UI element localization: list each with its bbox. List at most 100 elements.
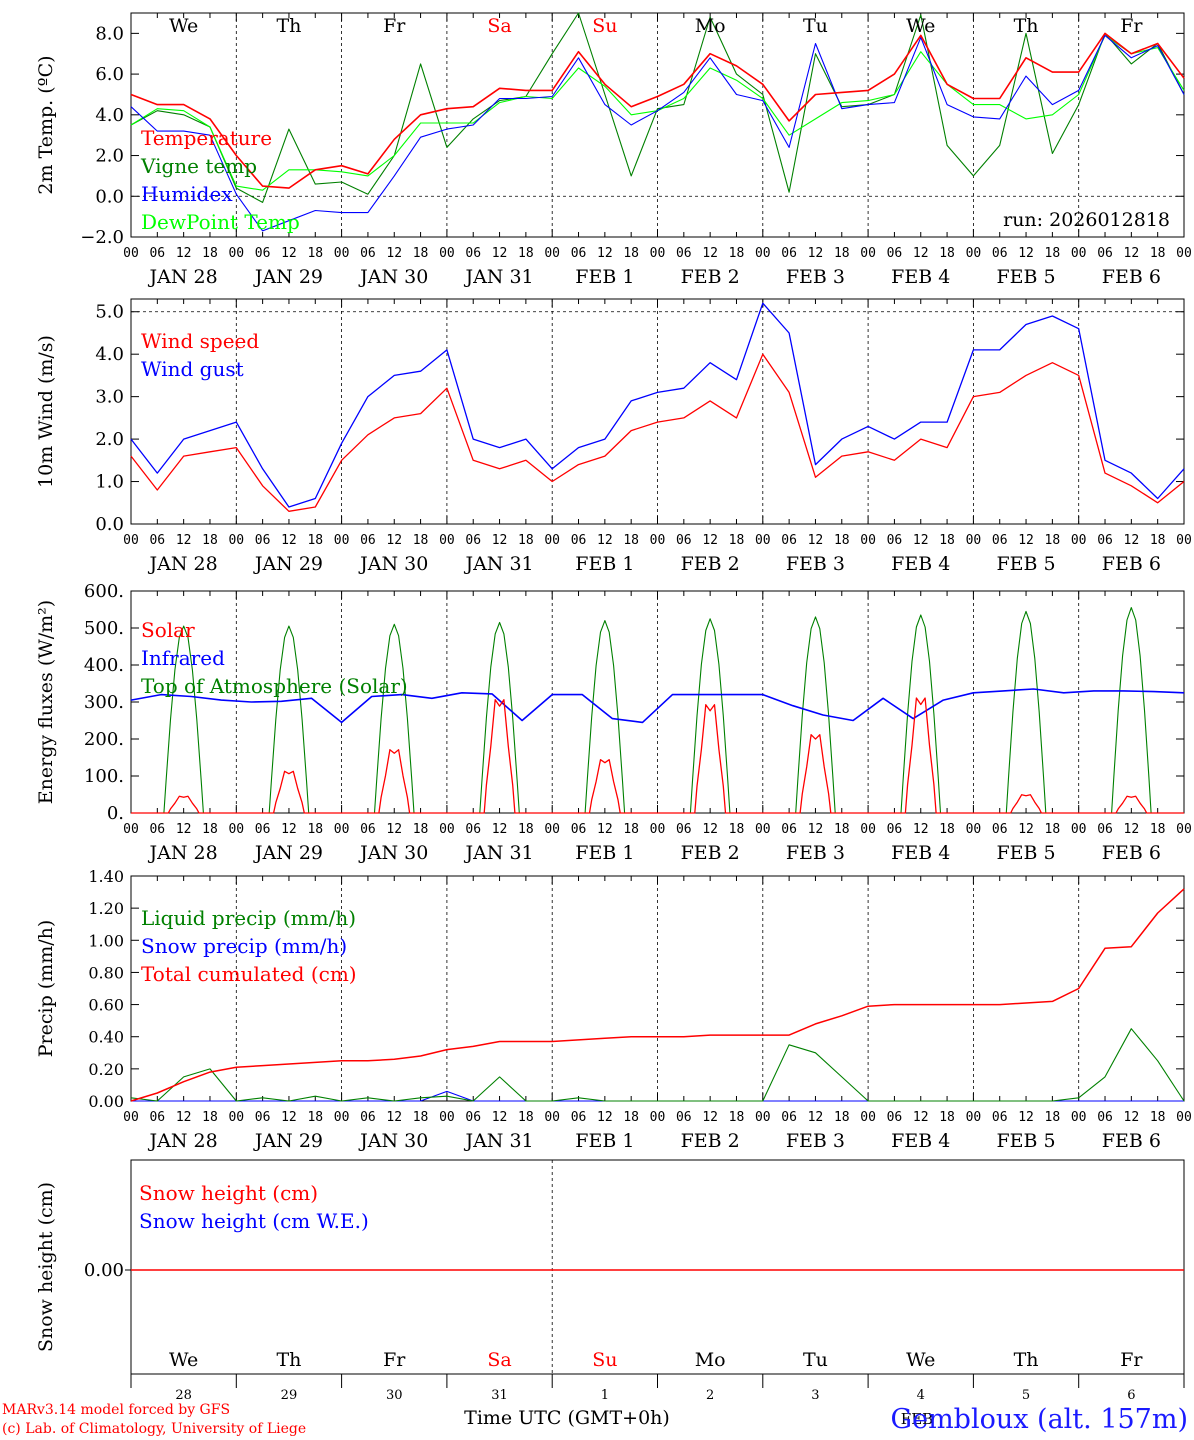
series-line-humidex bbox=[130, 34, 1185, 232]
weekday-label: We bbox=[906, 1349, 935, 1371]
y-tick-label: 8.0 bbox=[95, 23, 124, 44]
date-label: FEB 2 bbox=[681, 553, 740, 575]
y-axis-label: Snow height (cm) bbox=[35, 1182, 57, 1352]
y-axis-label: Energy fluxes (W/m²) bbox=[35, 600, 57, 804]
hour-tick-label: 06 bbox=[571, 1110, 587, 1125]
hour-tick-label: 00 bbox=[755, 246, 771, 261]
legend-entry: Snow precip (mm/h) bbox=[141, 934, 347, 958]
hour-tick-label: 12 bbox=[386, 1110, 402, 1125]
date-label: FEB 4 bbox=[891, 266, 950, 288]
hour-tick-label: 06 bbox=[360, 246, 376, 261]
hour-tick-label: 18 bbox=[729, 533, 745, 548]
date-label: FEB 4 bbox=[891, 842, 950, 864]
hour-tick-label: 12 bbox=[597, 246, 613, 261]
weekday-label: Su bbox=[592, 15, 617, 37]
hour-tick-label: 06 bbox=[571, 822, 587, 837]
hour-tick-label: 06 bbox=[571, 533, 587, 548]
weekday-label: Fr bbox=[1120, 1349, 1143, 1371]
hour-tick-label: 00 bbox=[1071, 533, 1087, 548]
hour-tick-label: 00 bbox=[755, 1110, 771, 1125]
date-label: JAN 28 bbox=[148, 266, 218, 288]
hour-tick-label: 12 bbox=[808, 533, 824, 548]
weekday-label: Fr bbox=[1120, 15, 1143, 37]
run-annotation: run: 2026012818 bbox=[1003, 209, 1170, 231]
hour-tick-label: 00 bbox=[1071, 1110, 1087, 1125]
series-line-temperature bbox=[130, 32, 1185, 189]
hour-tick-label: 18 bbox=[834, 533, 850, 548]
y-tick-label: 200. bbox=[84, 729, 124, 750]
hour-tick-label: 06 bbox=[149, 533, 165, 548]
hour-tick-label: 06 bbox=[887, 246, 903, 261]
weekday-label: Su bbox=[592, 1349, 617, 1371]
hour-tick-label: 00 bbox=[439, 1110, 455, 1125]
hour-tick-label: 18 bbox=[1045, 1110, 1061, 1125]
hour-tick-label: 18 bbox=[729, 822, 745, 837]
weekday-label: Th bbox=[276, 1349, 301, 1371]
hour-tick-label: 06 bbox=[360, 1110, 376, 1125]
legend-entry: Wind gust bbox=[141, 357, 244, 381]
y-axis-label: 2m Temp. (ºC) bbox=[35, 55, 57, 194]
hour-tick-label: 06 bbox=[887, 822, 903, 837]
hour-tick-label: 12 bbox=[386, 533, 402, 548]
hour-tick-label: 00 bbox=[544, 246, 560, 261]
hour-tick-label: 12 bbox=[176, 246, 192, 261]
temperature-panel: 00 06 12 18 00 06 12 18 00 06 12 18 00 06 12 18 00 06 12 18… bbox=[35, 12, 1192, 288]
legend-entry: Wind speed bbox=[141, 329, 259, 353]
hour-tick-label: 18 bbox=[307, 533, 323, 548]
date-label: JAN 30 bbox=[358, 266, 428, 288]
hour-tick-label: 00 bbox=[334, 1110, 350, 1125]
hour-tick-label: 00 bbox=[228, 533, 244, 548]
hour-tick-label: 12 bbox=[913, 1110, 929, 1125]
weekday-label: Tu bbox=[803, 15, 828, 37]
hour-tick-label: 18 bbox=[202, 1110, 218, 1125]
date-label: FEB 3 bbox=[786, 1130, 845, 1152]
weekday-label: Th bbox=[276, 15, 301, 37]
day-number-label: 3 bbox=[811, 1388, 819, 1403]
date-label: FEB 6 bbox=[1102, 842, 1161, 864]
hour-tick-label: 12 bbox=[492, 1110, 508, 1125]
energy-flux-panel: 00 06 12 18 00 06 12 18 00 06 12 18 00 06 12 18 00 06 12 18… bbox=[35, 581, 1192, 864]
hour-tick-label: 12 bbox=[1018, 1110, 1034, 1125]
date-label: FEB 3 bbox=[786, 553, 845, 575]
hour-tick-label: 00 bbox=[334, 246, 350, 261]
y-axis-label: 10m Wind (m/s) bbox=[35, 335, 57, 488]
series-line-total-cumulated-cm- bbox=[130, 888, 1185, 1102]
hour-tick-label: 00 bbox=[228, 822, 244, 837]
hour-tick-label: 12 bbox=[808, 822, 824, 837]
hour-tick-label: 06 bbox=[1097, 533, 1113, 548]
hour-tick-label: 18 bbox=[413, 246, 429, 261]
hour-tick-label: 00 bbox=[966, 1110, 982, 1125]
y-tick-label: 1.20 bbox=[88, 899, 124, 918]
y-tick-label: 0.0 bbox=[95, 514, 124, 535]
hour-tick-label: 18 bbox=[307, 1110, 323, 1125]
hour-tick-label: 00 bbox=[860, 1110, 876, 1125]
weekday-label: Sa bbox=[487, 1349, 511, 1371]
hour-tick-label: 06 bbox=[781, 1110, 797, 1125]
hour-tick-label: 12 bbox=[281, 822, 297, 837]
hour-tick-label: 18 bbox=[623, 533, 639, 548]
hour-tick-label: 18 bbox=[307, 246, 323, 261]
hour-tick-label: 06 bbox=[255, 533, 271, 548]
hour-tick-label: 00 bbox=[1071, 246, 1087, 261]
hour-tick-label: 12 bbox=[1018, 822, 1034, 837]
hour-tick-label: 06 bbox=[676, 533, 692, 548]
hour-tick-label: 00 bbox=[544, 822, 560, 837]
day-number-label: 4 bbox=[917, 1388, 925, 1403]
y-tick-label: 0.60 bbox=[88, 996, 124, 1015]
series-line-liquid-precip-mm-h- bbox=[130, 1028, 1185, 1102]
hour-tick-label: 12 bbox=[913, 822, 929, 837]
hour-tick-label: 00 bbox=[1071, 822, 1087, 837]
hour-tick-label: 06 bbox=[255, 246, 271, 261]
y-axis-label: Precip (mm/h) bbox=[35, 920, 57, 1058]
hour-tick-label: 06 bbox=[255, 1110, 271, 1125]
legend-entry: Humidex bbox=[141, 182, 233, 206]
date-label: JAN 29 bbox=[253, 266, 323, 288]
hour-tick-label: 06 bbox=[676, 822, 692, 837]
hour-tick-label: 06 bbox=[887, 533, 903, 548]
hour-tick-label: 12 bbox=[386, 246, 402, 261]
y-tick-label: 100. bbox=[84, 766, 124, 787]
hour-tick-label: 00 bbox=[755, 822, 771, 837]
y-tick-label: 4.0 bbox=[95, 105, 124, 126]
day-number-label: 2 bbox=[706, 1388, 714, 1403]
x-axis-title: Time UTC (GMT+0h) bbox=[464, 1407, 670, 1429]
